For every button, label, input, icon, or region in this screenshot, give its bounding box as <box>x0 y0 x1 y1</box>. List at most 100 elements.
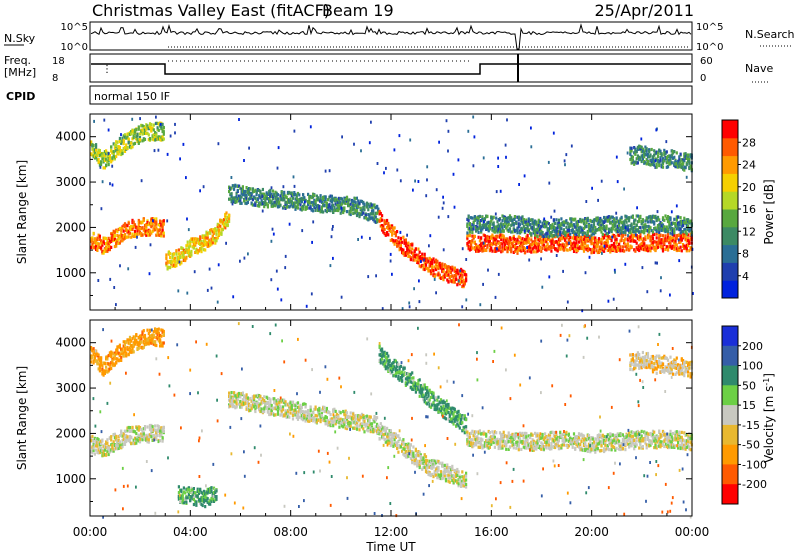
echo-cell <box>472 235 475 239</box>
echo-cell <box>582 249 586 253</box>
echo-cell <box>115 446 118 450</box>
echo-cell <box>202 500 206 504</box>
echo-cell <box>100 359 103 363</box>
echo-cell <box>138 138 142 142</box>
echo-cell <box>190 488 193 492</box>
scatter-cell <box>472 115 475 119</box>
scatter-cell <box>148 272 151 276</box>
echo-cell <box>610 221 613 225</box>
echo-cell <box>330 200 333 204</box>
echo-cell <box>107 244 110 248</box>
scatter-cell <box>225 241 227 245</box>
echo-cell <box>130 344 133 348</box>
echo-cell <box>482 225 485 229</box>
echo-cell <box>572 241 576 245</box>
echo-cell <box>205 496 208 500</box>
echo-cell <box>349 210 352 214</box>
echo-cell <box>542 243 545 247</box>
echo-cell <box>682 160 685 164</box>
echo-cell <box>621 230 624 234</box>
echo-cell <box>374 215 377 219</box>
scatter-cell <box>398 134 401 138</box>
echo-cell <box>275 194 278 198</box>
scatter-cell <box>438 140 440 144</box>
echo-cell <box>641 220 644 224</box>
echo-cell <box>688 157 691 161</box>
echo-cell <box>95 156 98 160</box>
echo-cell <box>250 196 253 200</box>
echo-cell <box>638 238 641 242</box>
echo-cell <box>260 192 263 196</box>
echo-cell <box>505 226 508 230</box>
echo-cell <box>645 217 648 221</box>
echo-cell <box>269 201 272 205</box>
echo-cell <box>660 224 663 228</box>
echo-cell <box>155 434 158 438</box>
echo-cell <box>535 250 538 254</box>
colorbar-tick-label: 28 <box>742 136 756 149</box>
echo-cell <box>147 222 150 226</box>
echo-cell <box>185 500 188 504</box>
echo-cell <box>106 357 109 361</box>
echo-cell <box>152 333 155 338</box>
echo-cell <box>596 222 599 226</box>
echo-cell <box>133 232 137 236</box>
echo-cell <box>497 228 500 232</box>
scatter-cell <box>217 142 220 146</box>
echo-cell <box>239 196 242 200</box>
echo-cell <box>485 239 488 243</box>
echo-cell <box>113 436 116 440</box>
echo-cell <box>599 216 602 221</box>
scatter-cell <box>447 215 450 219</box>
echo-cell <box>115 352 118 356</box>
echo-cell <box>660 152 663 156</box>
echo-cell <box>424 266 428 270</box>
echo-cell <box>147 133 150 137</box>
echo-cell <box>152 428 155 432</box>
echo-cell <box>210 242 213 246</box>
echo-cell <box>236 196 239 200</box>
echo-cell <box>220 231 223 235</box>
echo-cell <box>594 238 597 242</box>
scatter-cell <box>497 156 499 160</box>
echo-cell <box>467 246 470 250</box>
echo-cell <box>554 221 557 225</box>
echo-cell <box>145 127 148 131</box>
echo-cell <box>137 125 140 129</box>
echo-cell <box>532 223 535 227</box>
echo-cell <box>482 222 485 226</box>
scatter-cell <box>270 278 273 282</box>
echo-cell <box>467 217 470 221</box>
echo-cell <box>231 402 234 406</box>
echo-cell <box>590 229 593 233</box>
echo-cell <box>473 240 476 244</box>
echo-cell <box>688 160 691 164</box>
echo-cell <box>595 244 598 249</box>
echo-cell <box>293 204 296 208</box>
echo-cell <box>554 229 557 233</box>
echo-cell <box>666 228 670 232</box>
echo-cell <box>131 218 134 222</box>
echo-cell <box>471 216 474 220</box>
echo-cell <box>575 248 578 252</box>
echo-cell <box>567 225 570 229</box>
echo-cell <box>381 218 384 222</box>
velocity-plot-bg <box>90 320 692 516</box>
echo-cell <box>290 200 293 204</box>
echo-cell <box>313 205 316 209</box>
echo-cell <box>481 215 484 219</box>
echo-cell <box>552 225 555 229</box>
echo-cell <box>596 228 599 232</box>
echo-cell <box>190 253 193 257</box>
echo-cell <box>513 245 517 249</box>
echo-cell <box>295 200 298 204</box>
echo-cell <box>271 204 275 208</box>
echo-cell <box>186 250 189 255</box>
echo-cell <box>289 197 292 201</box>
echo-cell <box>530 226 533 230</box>
echo-cell <box>659 156 662 160</box>
echo-cell <box>122 223 125 227</box>
echo-cell <box>522 221 525 225</box>
echo-cell <box>687 239 690 243</box>
echo-cell <box>596 217 599 221</box>
